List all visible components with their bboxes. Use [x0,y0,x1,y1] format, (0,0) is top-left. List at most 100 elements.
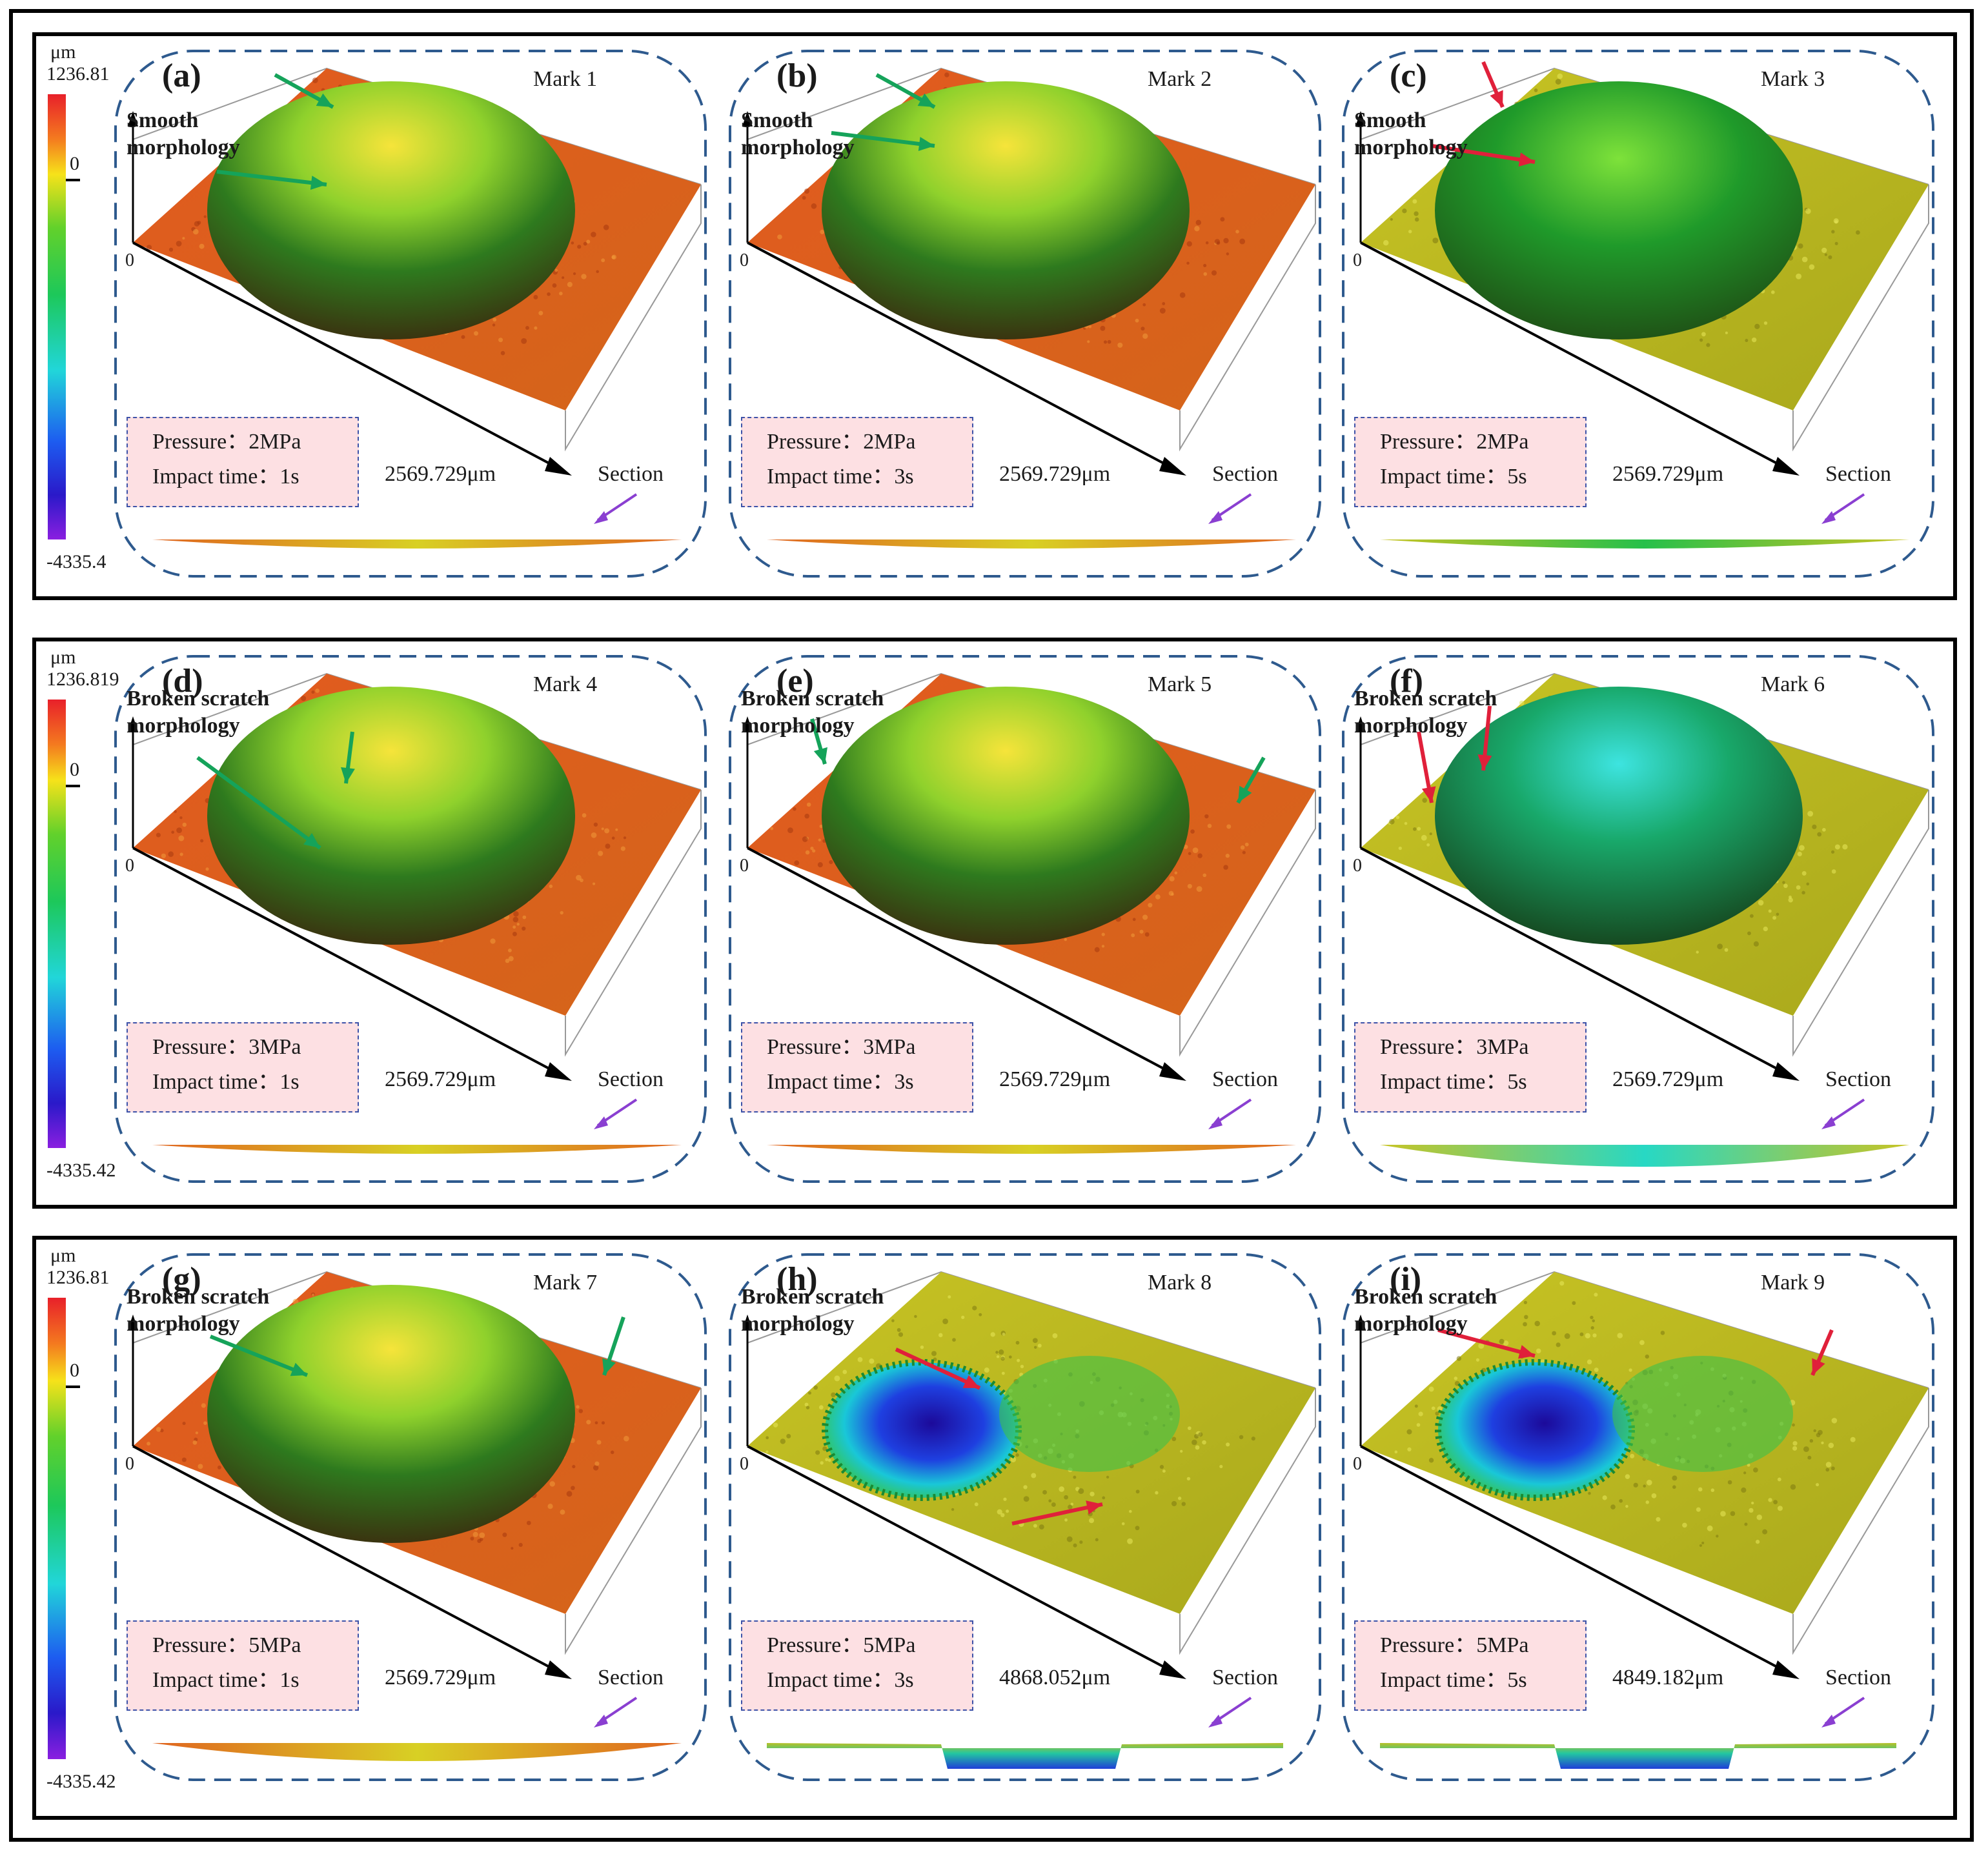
panel-label: (a) [162,57,201,95]
surface-texture [196,1431,198,1434]
color-scale-bar [48,94,66,539]
surface-texture [176,241,182,247]
axis-length-label: 4868.052μm [999,1666,1110,1690]
section-arrowhead [594,1116,608,1129]
surface-texture [1647,1480,1652,1486]
surface-texture [1707,1526,1713,1531]
surface-texture [1033,1524,1037,1527]
surface-texture [1127,1538,1133,1544]
surface-texture [1188,852,1192,855]
surface-texture [1195,1446,1200,1450]
surface-texture [1129,1510,1132,1513]
surface-texture [1020,1365,1024,1368]
surface-texture [602,1421,605,1424]
surface-texture [612,836,615,840]
section-profile [152,539,682,549]
surface-texture [991,1332,995,1336]
mark-title: Mark 6 [1761,672,1825,697]
surface-texture [834,1375,840,1381]
surface-texture [975,1502,979,1506]
morphology-line-1: Broken scratch [127,685,269,712]
surface-texture [804,814,809,819]
pressure-value: Pressure：3MPa [152,1030,358,1065]
morphology-line-1: Broken scratch [1354,685,1497,712]
surface-texture [315,689,320,693]
surface-texture [1197,886,1202,892]
surface-texture [1135,319,1139,323]
surface-texture [1643,1485,1646,1488]
surface-texture [1602,1495,1607,1500]
surface-texture [1419,1412,1423,1416]
surface-texture [1790,1484,1796,1490]
surface-texture [1619,1499,1623,1503]
section-label: Section [1212,1666,1278,1690]
surface-texture [820,230,824,234]
surface-texture [1706,343,1710,347]
surface-texture [820,1461,823,1464]
surface-texture [1408,230,1412,233]
surface-texture [1835,844,1840,849]
surface-texture [527,1521,531,1526]
scale-min: -4335.4 [46,551,107,573]
morphology-line-1: Broken scratch [127,1284,269,1311]
surface-texture [1102,945,1104,947]
surface-texture [1798,852,1802,856]
surface-texture [1716,1535,1718,1537]
impact-crater [822,81,1190,339]
axis-origin-label: 0 [1353,856,1362,876]
surface-texture [1215,239,1220,244]
surface-texture [1226,252,1230,256]
surface-texture [812,849,815,852]
surface-texture [1802,257,1808,263]
x-axis-arrowhead [1159,457,1186,476]
surface-texture [1645,1355,1649,1358]
surface-texture [156,1427,161,1432]
surface-texture [1142,914,1148,920]
surface-texture [218,1466,221,1469]
surface-texture [1193,847,1199,853]
morphology-line-1: Broken scratch [741,1284,884,1311]
x-axis-arrowhead [1772,1660,1800,1679]
surface-texture [501,351,505,356]
surface-texture [1169,891,1174,896]
surface-texture [1454,1376,1457,1380]
surface-texture [999,1349,1004,1355]
surface-texture [1711,1489,1715,1493]
surface-texture [858,1357,863,1362]
surface-texture [1730,1511,1736,1516]
surface-texture [179,816,182,819]
surface-texture [1524,1315,1528,1320]
surface-texture [533,295,538,299]
surface-texture [869,1358,874,1364]
parameters-box: Pressure：3MPa Impact time：5s [1354,1022,1587,1113]
pressure-value: Pressure：5MPa [767,1628,972,1663]
scale-max: 1236.81 [46,1267,110,1289]
surface-texture [512,932,517,936]
surface-texture [596,1440,601,1445]
surface-texture [559,292,563,296]
surface-texture [1188,1426,1192,1430]
surface-texture [576,875,582,881]
surface-texture [1412,199,1417,204]
axis-origin-label: 0 [125,250,134,271]
surface-texture [984,1367,989,1373]
surface-texture [1617,1333,1623,1338]
impact-time-value: Impact time：3s [767,1663,972,1698]
section-label: Section [598,1067,664,1092]
surface-texture [1053,1333,1058,1338]
surface-texture [1796,274,1801,279]
surface-texture [897,1328,901,1332]
section-profile [152,1743,682,1761]
mark-title: Mark 1 [533,67,597,92]
surface-texture [1196,220,1201,225]
surface-texture [508,949,512,952]
surface-texture [519,1543,523,1547]
surface-texture [948,1295,951,1298]
surface-texture [593,883,595,885]
axis-length-label: 2569.729μm [999,1067,1110,1092]
surface-texture [1749,1508,1753,1513]
surface-texture [1789,896,1792,899]
surface-texture [1557,74,1563,79]
surface-texture [777,234,782,239]
surface-texture [1834,220,1838,223]
